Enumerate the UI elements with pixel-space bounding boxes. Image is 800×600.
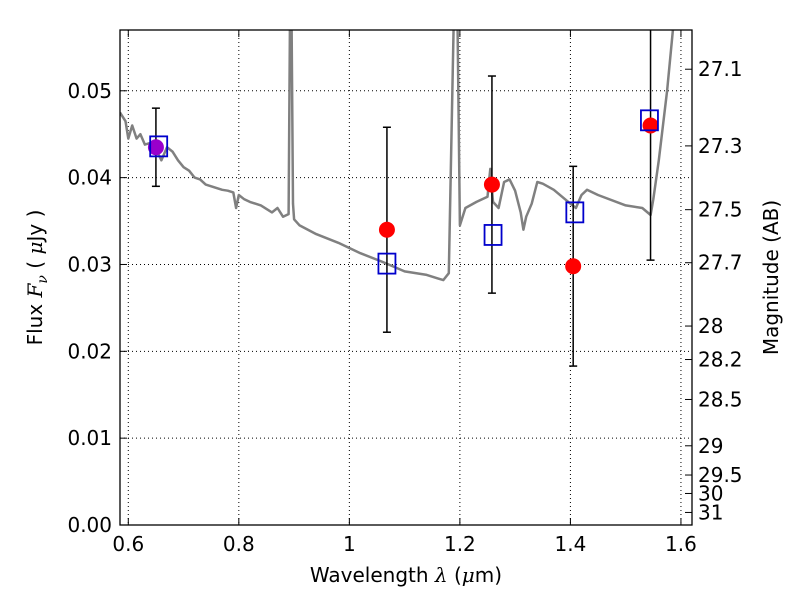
mag-tick-label: 27.5 bbox=[698, 198, 743, 222]
mag-tick-label: 27.1 bbox=[698, 57, 743, 81]
y-axis-label-main: Flux bbox=[23, 304, 47, 346]
x-axis-label-main: Wavelength bbox=[310, 563, 429, 587]
y-tick-label: 0.02 bbox=[67, 339, 112, 363]
y-axis-label-unit-rest: Jy ) bbox=[23, 210, 47, 244]
mag-tick-label: 27.7 bbox=[698, 251, 743, 275]
spectrum-line bbox=[120, 30, 675, 282]
mag-tick-label: 29.5 bbox=[698, 463, 743, 487]
grid-lines bbox=[120, 30, 692, 525]
x-tick-label: 0.8 bbox=[223, 532, 255, 556]
mag-tick-label: 28 bbox=[698, 314, 723, 338]
red-circle-marker bbox=[147, 139, 164, 156]
y-tick-label: 0.01 bbox=[67, 426, 112, 450]
x-tick-label: 1 bbox=[343, 532, 356, 556]
x-axis-label: Wavelength λ (μm) bbox=[310, 563, 502, 587]
model-spectrum bbox=[120, 30, 675, 282]
axis-ticks: 0.6 0.8 1 1.2 1.4 1.6 0.00 0.01 0.02 0.03 0.04 0.05… bbox=[67, 30, 743, 556]
y-tick-label: 0.05 bbox=[67, 79, 112, 103]
data-markers bbox=[147, 109, 659, 275]
x-tick-label: 1.4 bbox=[555, 532, 587, 556]
x-tick-label: 0.6 bbox=[112, 532, 144, 556]
blue-square-marker bbox=[377, 252, 397, 275]
plot-frame bbox=[119, 29, 693, 526]
red-circle-marker bbox=[483, 176, 500, 193]
y-tick-label: 0.04 bbox=[67, 166, 112, 190]
y-axis-label: Flux Fν ( μJy ) bbox=[23, 210, 52, 346]
mag-tick-label: 27.3 bbox=[698, 134, 743, 158]
mag-tick-label: 30 bbox=[698, 481, 723, 505]
y-tick-label: 0.03 bbox=[67, 252, 112, 276]
x-axis-label-unit-mu: μ bbox=[462, 563, 475, 587]
red-circle-marker bbox=[378, 221, 395, 238]
mag-tick-label: 31 bbox=[698, 500, 723, 524]
x-axis-label-var: λ bbox=[434, 563, 448, 587]
blue-square-marker bbox=[565, 201, 585, 224]
x-axis-label-unit-rest: m) bbox=[475, 563, 502, 587]
y-axis-label-sub: ν bbox=[35, 275, 51, 284]
blue-square-marker bbox=[149, 135, 169, 158]
y-axis-label-unit-open: ( bbox=[23, 261, 47, 269]
mag-tick-label: 28.5 bbox=[698, 387, 743, 411]
blue-square-marker bbox=[640, 109, 659, 132]
mag-tick-label: 28.2 bbox=[698, 348, 743, 372]
y2-axis-label: Magnitude (AB) bbox=[759, 200, 783, 355]
mag-tick-label: 29 bbox=[698, 434, 723, 458]
red-circle-marker bbox=[565, 258, 582, 275]
y-axis-label-unit-mu: μ bbox=[23, 242, 47, 255]
y-axis-label-var: F bbox=[23, 282, 47, 298]
error-bars bbox=[151, 30, 655, 367]
blue-square-marker bbox=[483, 224, 503, 246]
y-tick-label: 0.00 bbox=[67, 513, 112, 537]
x-tick-label: 1.2 bbox=[444, 532, 476, 556]
x-tick-label: 1.6 bbox=[665, 532, 697, 556]
x-axis-label-unit-open: ( bbox=[454, 563, 462, 587]
